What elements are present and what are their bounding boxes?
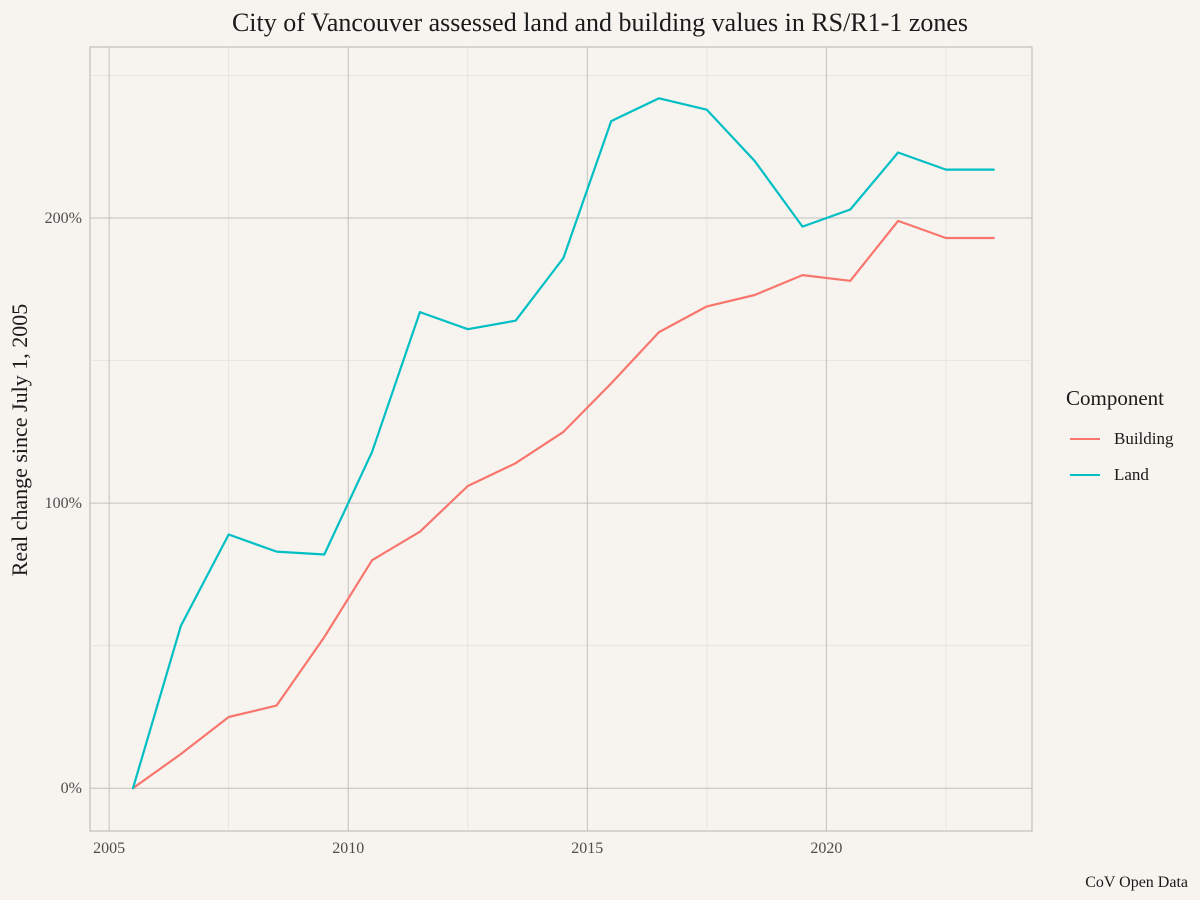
- legend-title: Component: [1066, 386, 1164, 410]
- y-tick-label: 100%: [45, 495, 82, 512]
- series-line-land: [131, 97, 995, 790]
- y-tick-label: 200%: [45, 210, 82, 227]
- legend-label-building: Building: [1114, 429, 1174, 448]
- legend-label-land: Land: [1114, 465, 1149, 484]
- series-line-building: [131, 219, 995, 790]
- major-grid: [90, 47, 1032, 831]
- legend: Component Building Land: [1066, 386, 1174, 493]
- series-layer: [131, 97, 995, 790]
- y-axis-ticks: 0% 100% 200%: [45, 210, 82, 797]
- legend-key-building: [1070, 438, 1100, 440]
- minor-grid: [90, 47, 1032, 831]
- chart-title: City of Vancouver assessed land and buil…: [231, 8, 969, 37]
- y-tick-label: 0%: [61, 780, 82, 797]
- x-tick-label: 2020: [810, 840, 842, 857]
- x-tick-label: 2010: [332, 840, 364, 857]
- legend-item-land: Land: [1066, 457, 1174, 493]
- legend-key-land: [1070, 474, 1100, 476]
- x-tick-label: 2015: [571, 840, 603, 857]
- x-axis-ticks: 2005 2010 2015 2020: [93, 840, 842, 857]
- caption: CoV Open Data: [1085, 874, 1188, 891]
- plot-panel: [89, 46, 1033, 832]
- x-tick-label: 2005: [93, 840, 125, 857]
- legend-item-building: Building: [1066, 421, 1174, 457]
